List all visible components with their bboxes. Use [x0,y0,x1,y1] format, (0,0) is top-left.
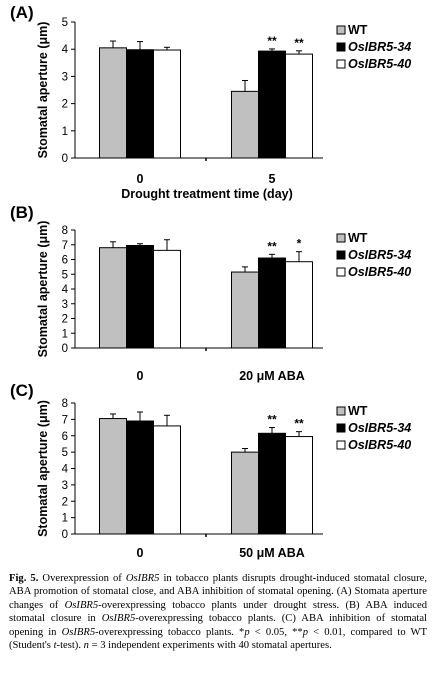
y-tick-label: 5 [62,17,68,29]
bar [232,452,259,534]
bar [100,248,127,348]
significance-label: ** [267,34,277,48]
significance-label: * [297,237,302,251]
category-label: 0 [137,546,144,560]
bar [154,50,181,158]
bar [286,54,313,158]
bar [154,250,181,348]
bar [127,421,154,534]
bar [286,437,313,534]
y-axis-label: Stomatal aperture (μm) [36,221,50,358]
legend-label: OsIBR5-40 [348,265,411,279]
bar [127,245,154,348]
significance-label: ** [267,413,277,427]
y-tick-label: 6 [62,431,68,443]
legend-swatch [337,268,345,276]
y-tick-label: 6 [62,255,68,267]
y-tick-label: 7 [62,414,68,426]
legend-label: WT [348,231,368,245]
y-tick-label: 1 [62,328,68,340]
bar [286,262,313,348]
figure-caption: Fig. 5. Overexpression of OsIBR5 in toba… [9,572,427,652]
category-label: 5 [269,172,276,186]
y-tick-label: 4 [62,284,69,296]
legend-swatch [337,407,345,415]
category-label: 0 [137,369,144,383]
panel-label: (A) [10,3,34,22]
y-tick-label: 3 [62,480,68,492]
bar [259,258,286,348]
legend-label: OsIBR5-40 [348,438,411,452]
legend-swatch [337,441,345,449]
legend-swatch [337,251,345,259]
legend-swatch [337,234,345,242]
bar [100,48,127,158]
y-tick-label: 2 [62,314,68,326]
legend-swatch [337,424,345,432]
significance-label: ** [267,239,277,253]
y-tick-label: 0 [62,529,68,541]
y-tick-label: 0 [62,343,68,355]
panel-label: (C) [10,381,34,400]
y-tick-label: 7 [62,240,68,252]
y-tick-label: 4 [62,44,69,56]
caption-label: Fig. 5. [9,573,38,584]
panel-3: (C) 0 1 2 3 4 5 6 7 8 Stomatal aperture (μm) 0 50 μM… [10,381,411,560]
y-tick-label: 4 [62,464,69,476]
y-tick-label: 2 [62,496,68,508]
x-axis-label: Drought treatment time (day) [121,187,293,201]
legend-label: OsIBR5-40 [348,57,411,71]
legend-swatch [337,26,345,34]
y-tick-label: 0 [62,153,68,165]
y-tick-label: 1 [62,126,68,138]
y-axis-label: Stomatal aperture (μm) [36,22,50,159]
category-label: 50 μM ABA [239,546,305,560]
y-tick-label: 3 [62,71,68,83]
legend: WT OsIBR5-34 OsIBR5-40 [337,231,411,279]
significance-label: ** [294,36,304,50]
bar [259,51,286,158]
y-tick-label: 5 [62,269,68,281]
legend: WT OsIBR5-34 OsIBR5-40 [337,404,411,452]
category-label: 0 [137,172,144,186]
panel-label: (B) [10,203,34,222]
legend-label: OsIBR5-34 [348,421,411,435]
legend-swatch [337,60,345,68]
y-tick-label: 8 [62,398,68,410]
legend-label: WT [348,23,368,37]
bar [154,426,181,534]
legend-swatch [337,43,345,51]
bar [100,419,127,534]
panel-1: (A) 0 1 2 3 4 5 Stomatal aperture (μm) 0 5 ** ** Dro… [10,3,411,201]
y-tick-label: 1 [62,513,68,525]
legend-label: OsIBR5-34 [348,248,411,262]
panel-2: (B) 0 1 2 3 4 5 6 7 8 Stomatal aperture (μm) 0 20 μM… [10,203,411,383]
bar [127,50,154,158]
y-tick-label: 2 [62,99,68,111]
legend: WT OsIBR5-34 OsIBR5-40 [337,23,411,71]
bar [259,433,286,534]
y-tick-label: 5 [62,447,68,459]
legend-label: WT [348,404,368,418]
significance-label: ** [294,417,304,431]
bar [232,91,259,158]
legend-label: OsIBR5-34 [348,40,411,54]
y-tick-label: 3 [62,299,68,311]
bar [232,272,259,348]
category-label: 20 μM ABA [239,369,305,383]
y-tick-label: 8 [62,225,68,237]
figure: (A) 0 1 2 3 4 5 Stomatal aperture (μm) 0 5 ** ** Dro… [0,0,434,565]
y-axis-label: Stomatal aperture (μm) [36,400,50,537]
